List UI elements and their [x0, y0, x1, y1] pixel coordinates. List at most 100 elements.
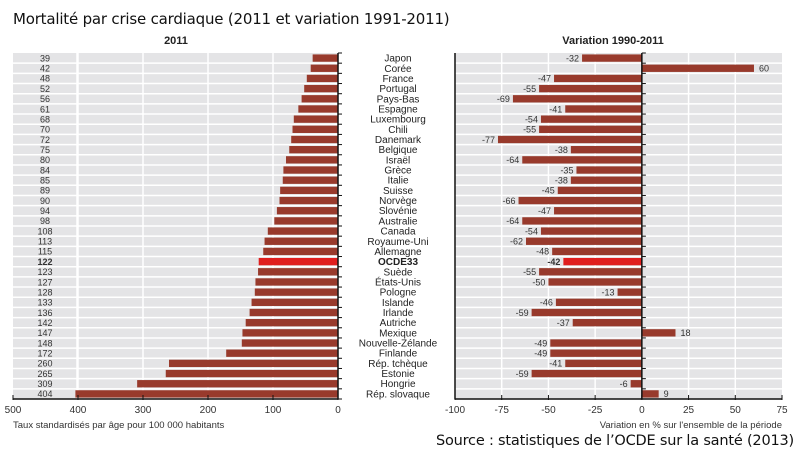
right-value-label: -47: [538, 74, 551, 84]
left-x-tick-label: 0: [335, 405, 341, 416]
country-label: France: [382, 74, 414, 85]
right-bar: [570, 146, 642, 154]
left-bar: [306, 74, 338, 83]
country-label: Israël: [386, 155, 410, 166]
right-x-tick-label: -50: [541, 405, 556, 416]
right-bar: [531, 369, 642, 378]
left-value-label: 75: [40, 145, 50, 155]
right-value-label: -45: [542, 186, 555, 196]
right-bar: [554, 74, 642, 83]
country-label: Nouvelle-Zélande: [359, 339, 438, 350]
left-value-label: 136: [37, 308, 52, 318]
left-value-label: 133: [37, 298, 52, 308]
left-value-label: 52: [40, 84, 50, 94]
country-label: Allemagne: [374, 247, 422, 258]
country-label: Corée: [384, 64, 412, 75]
country-label: Islande: [382, 298, 415, 309]
right-value-label: -62: [510, 237, 523, 247]
left-bar: [75, 390, 339, 398]
left-x-tick-label: 300: [135, 405, 152, 416]
right-value-label: -59: [516, 369, 529, 379]
left-value-label: 122: [37, 257, 52, 267]
right-value-label: -41: [549, 359, 562, 369]
country-label: Pays-Bas: [377, 94, 420, 105]
left-x-tick-label: 100: [265, 405, 282, 416]
left-bar: [304, 84, 338, 93]
country-label: Chili: [388, 125, 407, 136]
country-label: Espagne: [378, 104, 418, 115]
country-label: Mexique: [379, 328, 417, 339]
country-label: Grèce: [384, 166, 412, 177]
country-label: Norvège: [379, 196, 417, 207]
left-bar: [301, 95, 338, 103]
left-value-label: 68: [40, 114, 50, 124]
right-value-label: -54: [525, 226, 538, 236]
left-bar: [254, 288, 338, 296]
right-bar: [497, 135, 642, 144]
left-bar: [267, 227, 338, 235]
right-x-tick-label: 75: [776, 405, 788, 416]
left-value-label: 128: [37, 287, 52, 297]
country-label: Slovénie: [379, 206, 418, 217]
right-panel-title: Variation 1990-2011: [562, 35, 664, 47]
right-bar: [540, 227, 642, 235]
left-x-tick-label: 500: [5, 405, 22, 416]
left-bar: [255, 278, 338, 286]
right-bar: [548, 278, 642, 286]
country-label: Autriche: [380, 318, 417, 329]
left-value-label: 94: [40, 206, 50, 216]
right-bar: [641, 390, 659, 398]
left-value-label: 42: [40, 64, 50, 74]
right-bar: [570, 176, 642, 184]
right-bar: [531, 308, 642, 317]
right-x-axis-label: Variation en % sur l'ensemble de la péri…: [600, 420, 782, 431]
left-value-label: 115: [38, 247, 52, 257]
left-bar: [298, 105, 338, 113]
left-bar: [293, 115, 338, 123]
right-value-label: 60: [759, 64, 769, 74]
left-x-tick-label: 400: [70, 405, 87, 416]
left-value-label: 98: [40, 216, 50, 226]
left-value-label: 260: [37, 359, 52, 369]
right-bar: [641, 64, 754, 72]
right-bar: [563, 257, 642, 266]
right-x-tick-label: 0: [639, 405, 645, 416]
country-label: OCDE33: [378, 257, 418, 268]
left-bar: [263, 247, 338, 256]
right-value-label: -64: [506, 155, 519, 165]
right-value-label: -55: [523, 267, 536, 277]
right-bar: [550, 339, 642, 347]
right-value-label: -42: [547, 257, 560, 267]
right-value-label: -54: [525, 114, 538, 124]
left-value-label: 148: [37, 338, 52, 348]
right-value-label: -38: [555, 176, 568, 186]
right-value-label: -13: [602, 287, 615, 297]
right-value-label: -41: [549, 104, 562, 114]
left-bar: [274, 217, 338, 225]
left-x-tick-label: 200: [200, 405, 217, 416]
left-bar: [242, 329, 338, 337]
left-bar: [258, 268, 338, 276]
right-bar: [557, 186, 642, 195]
right-value-label: -38: [555, 145, 568, 155]
right-value-label: -55: [523, 125, 536, 135]
left-bar: [137, 380, 338, 388]
left-value-label: 72: [40, 135, 50, 145]
country-label: Hongrie: [380, 379, 415, 390]
country-label: Portugal: [379, 84, 416, 95]
left-bar: [226, 349, 338, 357]
left-value-label: 85: [40, 176, 50, 186]
country-label: Australie: [379, 216, 418, 227]
country-label: Suisse: [383, 186, 413, 197]
right-bar: [565, 105, 642, 113]
left-value-label: 56: [40, 94, 50, 104]
source-note: Source : statistiques de l’OCDE sur la s…: [435, 433, 794, 449]
right-value-label: -49: [534, 349, 547, 359]
right-bar: [550, 349, 642, 357]
right-value-label: -6: [620, 379, 628, 389]
right-value-label: -77: [482, 135, 495, 145]
right-bar: [576, 166, 642, 174]
left-bar: [169, 359, 338, 368]
left-bar: [241, 339, 338, 347]
